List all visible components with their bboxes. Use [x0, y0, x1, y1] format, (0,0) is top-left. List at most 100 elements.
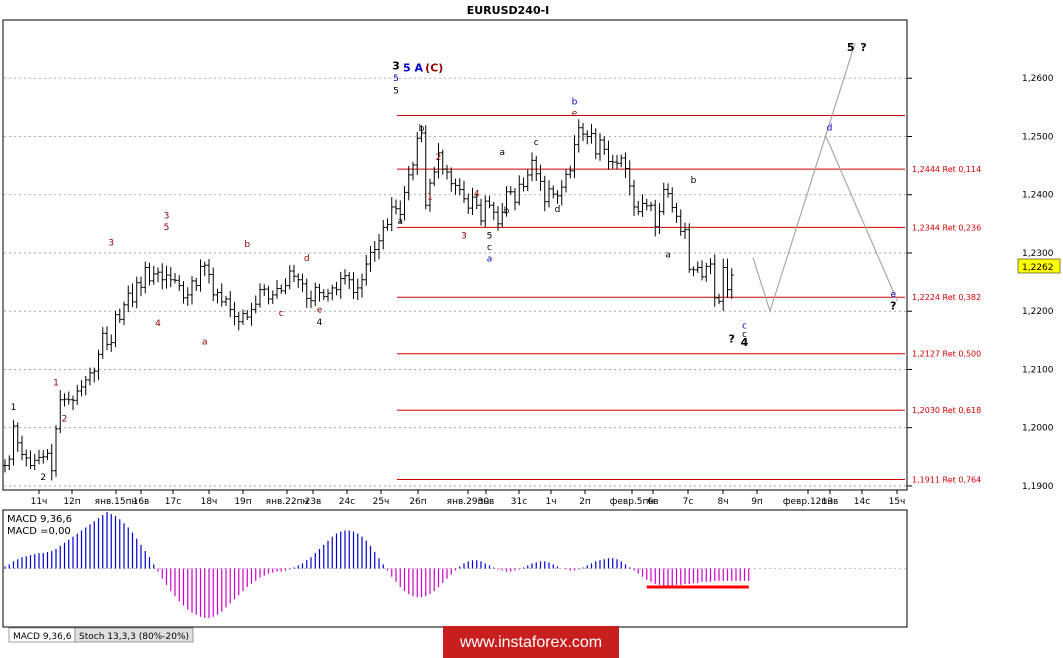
fib-level-label: 1,2127 Ret 0,500	[912, 350, 981, 359]
wave-label: 4	[317, 318, 323, 328]
price-axis: 1,2600 1,2500 1,2400 1,2300 1,2200 1,2100 1,20…	[907, 74, 1054, 492]
wave-label: 1	[53, 379, 59, 389]
wave-label: ?	[890, 299, 896, 312]
time-tick-label: янв.29пн	[447, 497, 490, 507]
fib-level-label: 1,1911 Ret 0,764	[912, 476, 981, 485]
price-tick-label: 1,2600	[1022, 74, 1054, 84]
wave-label: b	[504, 206, 510, 216]
wave-label: 4	[474, 189, 480, 199]
wave-label: c	[534, 138, 539, 148]
watermark-text: www.instaforex.com	[459, 634, 602, 651]
wave-label: 5	[393, 74, 399, 84]
wave-label: b	[419, 124, 425, 134]
price-tick-label: 1,2200	[1022, 307, 1054, 317]
fib-level-label: 1,2030 Ret 0,618	[912, 406, 981, 415]
wave-label: a	[499, 148, 505, 158]
time-tick-label: 18ч	[201, 497, 218, 507]
wave-label: b	[572, 97, 578, 107]
time-tick-label: 19п	[234, 497, 251, 507]
tab-stoch-label: Stoch 13,3,3 (80%-20%)	[79, 632, 189, 642]
macd-value-label: MACD =0,00	[7, 526, 71, 537]
time-tick-label: 26п	[409, 497, 426, 507]
wave-label: d	[827, 124, 833, 134]
wave-label: 5	[487, 231, 493, 241]
wave-label: e	[890, 290, 896, 300]
wave-label: c	[742, 330, 747, 340]
tab-macd-label: MACD 9,36,6	[13, 632, 72, 642]
forecast-path-main	[752, 43, 856, 314]
chart-title: EURUSD240-I	[467, 4, 550, 17]
time-tick-label: 12п	[63, 497, 80, 507]
time-tick-label: 31с	[511, 497, 527, 507]
wave-label: 3	[461, 231, 467, 241]
time-tick-label: февр.12пн	[783, 497, 833, 507]
time-tick-label: 24с	[339, 497, 355, 507]
time-tick-label: 8ч	[717, 497, 728, 507]
fib-level-label: 1,2444 Ret 0,114	[912, 165, 981, 174]
price-tick-label: 1,2400	[1022, 191, 1054, 201]
wave-label: ?	[860, 41, 866, 54]
wave-label: c	[742, 322, 747, 332]
wave-label: ?	[729, 333, 735, 346]
wave-label: 3	[108, 238, 114, 248]
time-tick-label: 1ч	[545, 497, 556, 507]
time-tick-label: февр.5пн	[610, 497, 655, 507]
wave-label: 5 A	[403, 61, 423, 74]
wave-label: (C)	[425, 61, 443, 74]
price-tick-label: 1,1900	[1022, 482, 1054, 492]
wave-label: 5	[847, 41, 855, 54]
wave-label: a	[397, 217, 403, 227]
fibonacci-levels: 1,2444 Ret 0,114 1,2344 Ret 0,236 1,2224 R…	[397, 115, 981, 485]
time-tick-label: 7с	[683, 497, 694, 507]
fib-level-label: 1,2224 Ret 0,382	[912, 293, 981, 302]
time-tick-label: янв.15пн	[95, 497, 138, 507]
price-tick-label: 1,2000	[1022, 424, 1054, 434]
price-panel-frame	[2, 19, 908, 491]
wave-label: 2	[40, 473, 46, 483]
wave-label: a	[202, 337, 208, 347]
wave-label: a	[487, 255, 493, 265]
current-price-box	[1017, 258, 1061, 274]
wave-label: 5	[164, 223, 170, 233]
ohlc-bars	[3, 119, 734, 481]
tab-stoch[interactable]	[74, 627, 194, 643]
macd-histogram	[4, 512, 906, 618]
watermark-box	[443, 626, 619, 658]
wave-label: 2	[436, 153, 442, 163]
time-tick-label: 11ч	[31, 497, 48, 507]
wave-label: 2	[62, 414, 68, 424]
wave-label: 5	[393, 86, 399, 96]
wave-label: b	[244, 240, 250, 250]
time-tick-label: 16в	[133, 497, 150, 507]
current-price-tag: 1,2262	[1017, 258, 1061, 274]
wave-label: 1	[11, 403, 17, 413]
wave-label: c	[487, 243, 492, 253]
time-tick-label: 23в	[305, 497, 322, 507]
wave-label: 1	[427, 192, 433, 202]
wave-label: e	[317, 305, 323, 315]
current-price-label: 1,2262	[1022, 263, 1054, 273]
price-tick-label: 1,2500	[1022, 132, 1054, 142]
time-tick-label: 2п	[579, 497, 591, 507]
time-tick-label: 15ч	[889, 497, 906, 507]
time-tick-label: 30в	[478, 497, 495, 507]
forecast-path-alt	[824, 134, 899, 302]
time-tick-label: 17с	[165, 497, 181, 507]
wave-label: e	[572, 109, 578, 119]
wave-label: d	[555, 205, 561, 215]
wave-label: 4	[741, 336, 749, 349]
forecast-lines	[752, 43, 899, 314]
price-tick-label: 1,2300	[1022, 249, 1054, 259]
fib-level-label: 1,2344 Ret 0,236	[912, 223, 981, 232]
time-tick-label: 9п	[751, 497, 763, 507]
grid-lines	[4, 77, 906, 487]
time-tick-label: 13в	[822, 497, 839, 507]
wave-label: b	[691, 176, 697, 186]
wave-label: c	[279, 309, 284, 319]
price-tick-label: 1,2100	[1022, 365, 1054, 375]
